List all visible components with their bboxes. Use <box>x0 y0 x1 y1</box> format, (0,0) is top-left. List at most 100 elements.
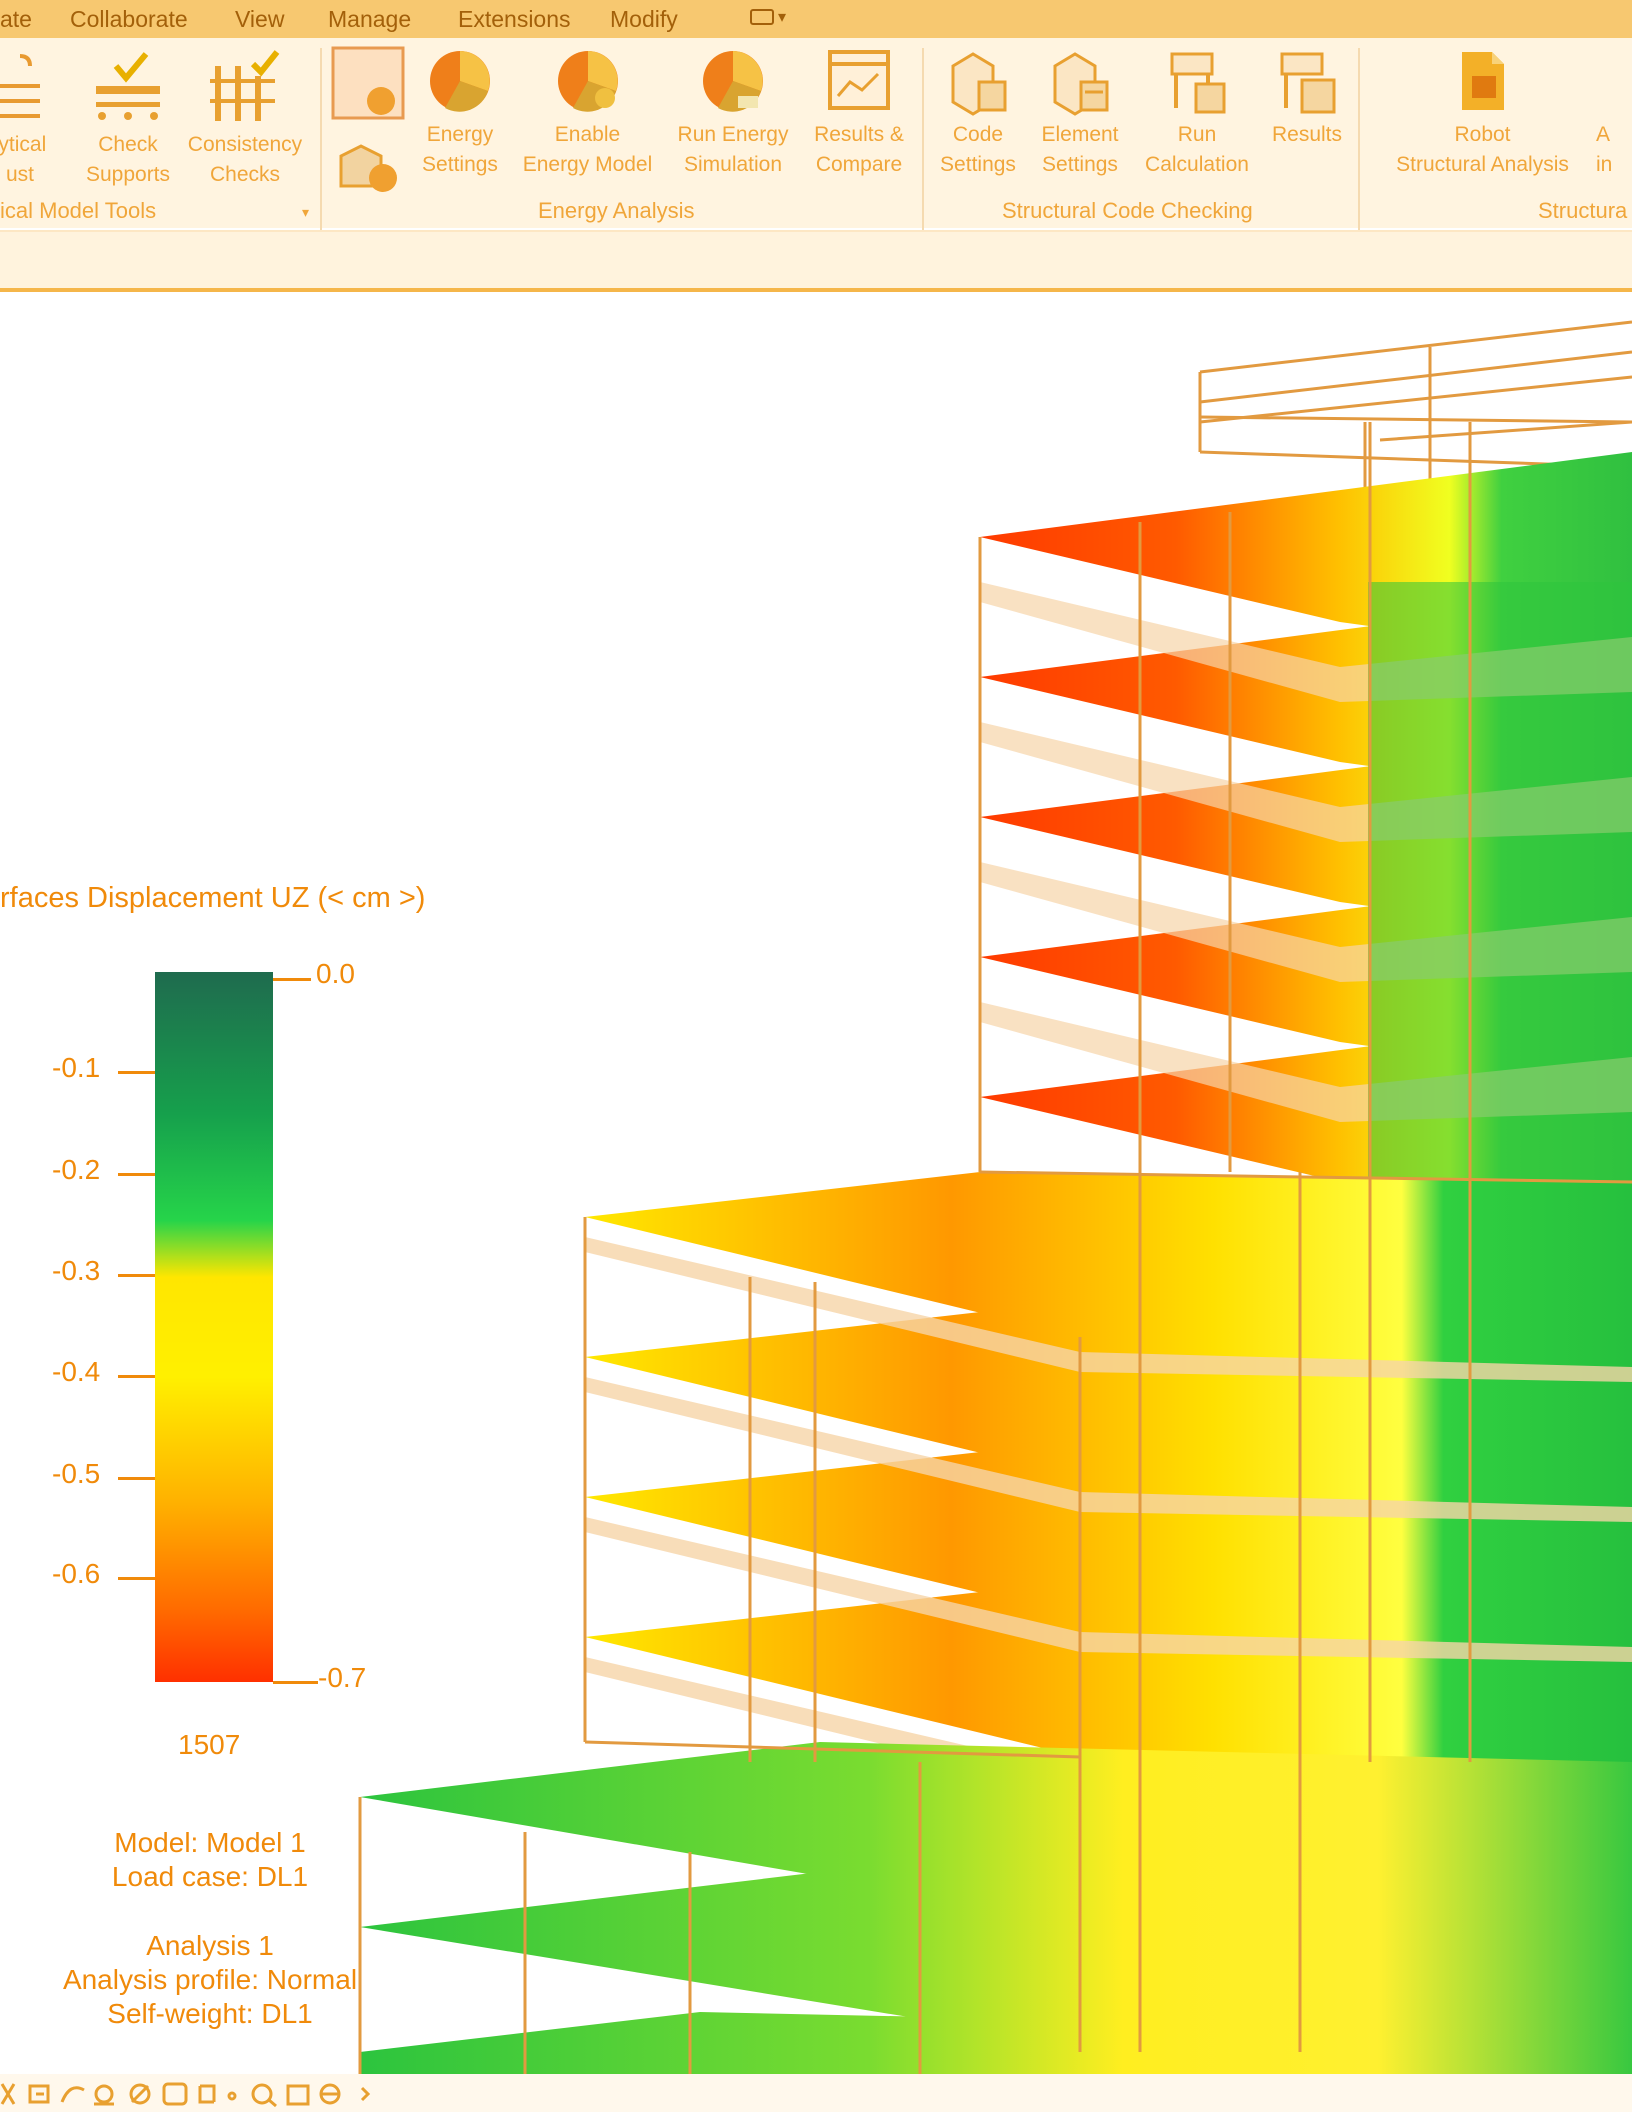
column-frame <box>358 422 1632 2074</box>
panel-energy-analysis: Energy Analysis <box>538 198 695 223</box>
menu-item-view[interactable]: View <box>235 6 285 32</box>
3d-viewport[interactable]: rfaces Displacement UZ (< cm >) 0.0 -0.1… <box>0 292 1632 2074</box>
run-energy-simulation-button[interactable]: Run Energy Simulation <box>668 46 798 180</box>
run-calculation-icon <box>1170 52 1226 114</box>
code-settings-label: Code <box>952 123 1004 146</box>
panel-structural-code-checking: Structural Code Checking <box>1002 198 1253 223</box>
legend-title: rfaces Displacement UZ (< cm >) <box>0 882 426 914</box>
menu-item-extensions[interactable]: Extensions <box>458 6 571 32</box>
check-supports-icon <box>96 52 160 120</box>
legend-tick-label: -0.4 <box>52 1356 101 1387</box>
check-supports-button[interactable]: Check Supports <box>78 46 178 190</box>
check-supports-label: Check <box>98 133 158 156</box>
legend-tick <box>118 1375 155 1378</box>
legend-tick-label: -0.1 <box>52 1052 101 1083</box>
energy-model-icon <box>331 46 404 192</box>
legend-tick <box>118 1173 155 1176</box>
energy-settings-label-2: Settings <box>422 153 498 176</box>
structure-model[interactable] <box>0 292 1632 2074</box>
enable-energy-model-label-2: Energy Model <box>522 153 653 176</box>
scale-icon <box>0 2083 16 2105</box>
analysis-info: Analysis 1 Analysis profile: Normal Self… <box>0 1929 420 2031</box>
consistency-checks-label-2: Checks <box>209 163 281 186</box>
legend-bottom-label: -0.7 <box>318 1662 367 1693</box>
consistency-checks-icon <box>210 50 280 121</box>
menu-bar: ate Collaborate View Manage Extensions M… <box>0 0 1632 38</box>
robot-structural-analysis-icon <box>1461 52 1504 110</box>
load-case: Load case: DL1 <box>111 1861 309 1892</box>
podium-floors <box>585 1172 1632 1802</box>
panel-expand-arrow-icon[interactable]: ▾ <box>302 204 310 220</box>
legend-tick <box>118 1071 155 1074</box>
visual-style-icon <box>60 2086 85 2103</box>
run-energy-simulation-icon <box>703 51 763 112</box>
view-options-dropdown[interactable]: ▾ <box>750 4 798 30</box>
model-name: Model: Model 1 <box>114 1827 306 1858</box>
analysis-profile: Analysis profile: Normal <box>62 1964 358 1995</box>
element-settings-label-2: Settings <box>1042 153 1118 176</box>
enable-energy-model-label: Enable <box>554 123 621 146</box>
consistency-checks-label: Consistency <box>187 133 303 156</box>
base-floors <box>360 1742 1632 2074</box>
detail-level-icon <box>28 2084 50 2104</box>
run-energy-simulation-label-2: Simulation <box>683 153 783 176</box>
panel-separator <box>320 48 322 248</box>
menu-item-modify[interactable]: Modify <box>610 6 678 32</box>
enable-energy-model-button[interactable]: Enable Energy Model <box>510 46 665 180</box>
run-calculation-button[interactable]: Run Calculation <box>1132 46 1262 180</box>
a-in-label-2: in <box>1596 153 1613 176</box>
adjust-analytical-button[interactable]: lytical ust <box>0 46 60 190</box>
energy-settings-button[interactable]: Energy Settings <box>410 46 510 180</box>
menu-item-manage[interactable]: Manage <box>328 6 412 32</box>
self-weight: Self-weight: DL1 <box>107 1998 313 2029</box>
ribbon-divider <box>0 288 1632 292</box>
analytical-model-icon <box>319 2083 341 2105</box>
window-icon <box>750 9 774 25</box>
panel-separator <box>922 48 924 248</box>
consistency-checks-button[interactable]: Consistency Checks <box>180 46 310 190</box>
legend-tick <box>273 978 311 981</box>
element-settings-button[interactable]: Element Settings <box>1030 46 1130 180</box>
a-in-button[interactable]: A in <box>1596 46 1632 180</box>
adjust-analytical-label: lytical <box>0 133 47 156</box>
results-compare-icon <box>828 50 890 110</box>
energy-model-tools-button[interactable] <box>330 46 405 196</box>
hide-crop-icon <box>227 2091 237 2101</box>
robot-structural-analysis-label-2: Structural Analysis <box>1396 153 1569 176</box>
element-settings-label: Element <box>1041 123 1119 146</box>
energy-settings-icon <box>430 51 490 112</box>
check-supports-label-2: Supports <box>85 163 171 186</box>
legend-tick-label: -0.5 <box>52 1458 101 1489</box>
reveal-hidden-icon <box>286 2084 310 2106</box>
legend-tick-label: -0.3 <box>52 1255 101 1286</box>
legend-tick <box>273 1681 318 1684</box>
panel-structural-analysis: Structura <box>1538 198 1628 223</box>
menu-item-create[interactable]: ate <box>0 6 32 32</box>
options-bar <box>0 232 1632 288</box>
results-label: Results <box>1271 123 1343 146</box>
results-button[interactable]: Results <box>1262 46 1352 150</box>
code-settings-icon <box>951 52 1007 116</box>
element-settings-icon <box>1053 52 1109 116</box>
results-icon <box>1280 52 1336 114</box>
robot-structural-analysis-label: Robot <box>1454 123 1511 146</box>
temporary-hide-icon <box>251 2083 277 2108</box>
sun-path-icon <box>94 2084 114 2106</box>
code-settings-label-2: Settings <box>940 153 1016 176</box>
robot-structural-analysis-button[interactable]: Robot Structural Analysis <box>1370 46 1595 180</box>
menu-item-collaborate[interactable]: Collaborate <box>70 6 188 32</box>
run-energy-simulation-label: Run Energy <box>677 123 789 146</box>
adjust-analytical-label-2: ust <box>5 163 34 186</box>
legend-tick-label: -0.2 <box>52 1154 101 1185</box>
rendering-icon <box>162 2082 188 2106</box>
panel-analytical-model-tools: ical Model Tools <box>0 198 157 223</box>
view-control-bar <box>0 2074 1632 2112</box>
legend-tick <box>118 1577 155 1580</box>
results-compare-label-2: Compare <box>815 153 903 176</box>
legend-count: 1507 <box>178 1729 241 1760</box>
results-compare-button[interactable]: Results & Compare <box>800 46 918 180</box>
chevron-down-icon: ▾ <box>778 9 787 26</box>
code-settings-button[interactable]: Code Settings <box>928 46 1028 180</box>
model-info: Model: Model 1 Load case: DL1 <box>0 1826 420 1894</box>
legend-tick-label: -0.6 <box>52 1558 101 1589</box>
